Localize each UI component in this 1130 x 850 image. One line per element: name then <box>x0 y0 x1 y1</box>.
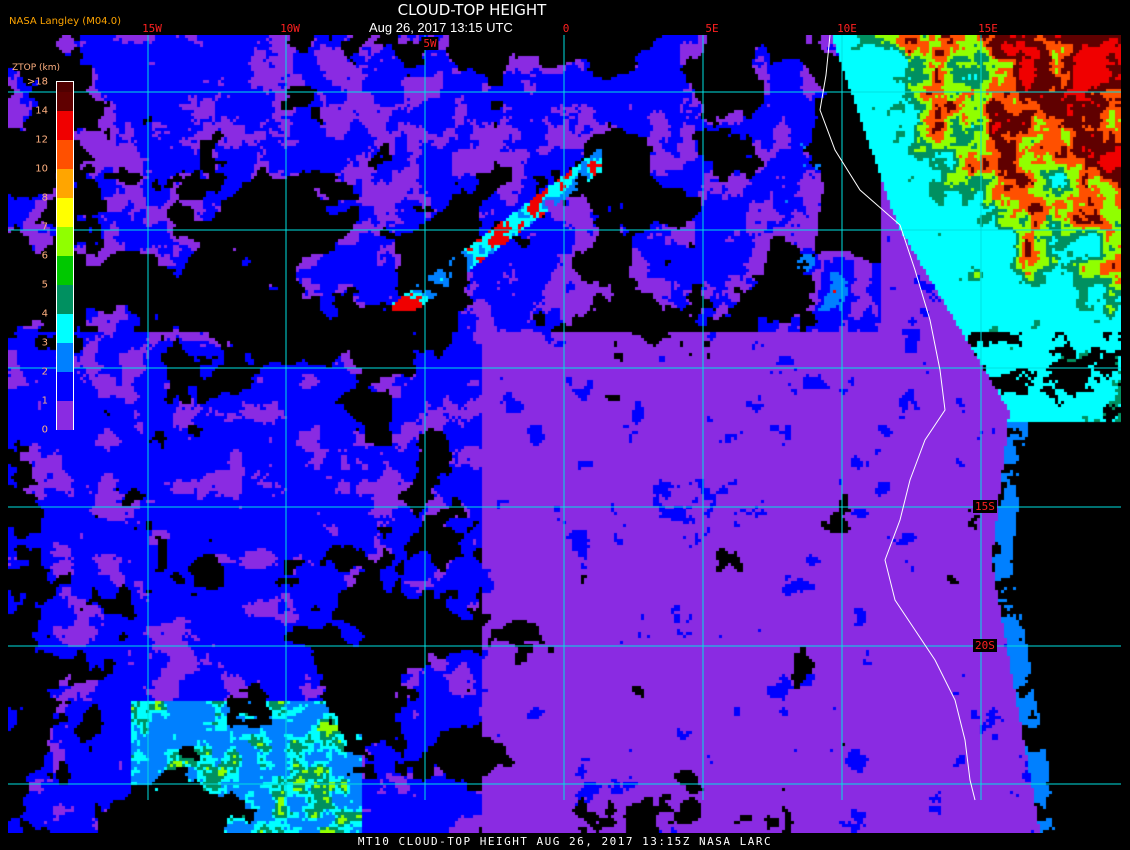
colorbar-segment <box>57 401 73 430</box>
lon-label-10e: 10E <box>837 22 857 35</box>
lat-lon-grid <box>8 35 1121 800</box>
colorbar-segment <box>57 169 73 198</box>
colorbar-segment <box>57 372 73 401</box>
colorbar-tick-label: >18 <box>26 76 48 88</box>
lon-label-5w: 5W <box>421 37 439 50</box>
colorbar-segment <box>57 285 73 314</box>
lon-label-10w: 10W <box>280 22 300 35</box>
lon-label-0: 0 <box>562 22 570 35</box>
colorbar-tick-label: 14 <box>35 105 48 117</box>
colorbar-segment <box>57 227 73 256</box>
colorbar-tick-label: 3 <box>41 337 48 349</box>
coastline <box>819 34 976 801</box>
colorbar-tick-label: 4 <box>41 308 48 320</box>
lat-label-20s: 20S <box>973 639 997 652</box>
colorbar-segment <box>57 343 73 372</box>
colorbar-segment <box>57 256 73 285</box>
colorbar-tick-label: 8 <box>41 192 48 204</box>
colorbar-tick-label: 12 <box>35 134 48 146</box>
colorbar-segment <box>57 111 73 140</box>
colorbar-segment <box>57 198 73 227</box>
colorbar-segment <box>57 92 73 111</box>
colorbar-tick-label: 0 <box>41 424 48 436</box>
colorbar-tick-label: 1 <box>41 395 48 407</box>
colorbar-segment <box>57 140 73 169</box>
colorbar-segment <box>57 82 73 92</box>
brand-label: NASA Langley (M04.0) <box>9 16 121 27</box>
colorbar-tick-label: 7 <box>41 221 48 233</box>
footer-caption: MT10 CLOUD-TOP HEIGHT AUG 26, 2017 13:15… <box>357 835 773 848</box>
colorbar-title: ZTOP (km) <box>12 63 61 73</box>
colorbar-tick-label: 10 <box>35 163 48 175</box>
lon-label-5e: 5E <box>705 22 719 35</box>
colorbar <box>56 81 74 430</box>
colorbar-tick-label: 6 <box>41 250 48 262</box>
colorbar-segment <box>57 314 73 343</box>
map-title: CLOUD-TOP HEIGHT <box>397 1 547 19</box>
lat-label-15s: 15S <box>973 500 997 513</box>
lon-label-15e: 15E <box>978 22 998 35</box>
map-timestamp: Aug 26, 2017 13:15 UTC <box>369 20 513 35</box>
colorbar-tick-label: 2 <box>41 366 48 378</box>
lon-label-15w: 15W <box>142 22 162 35</box>
colorbar-tick-label: 5 <box>41 279 48 291</box>
